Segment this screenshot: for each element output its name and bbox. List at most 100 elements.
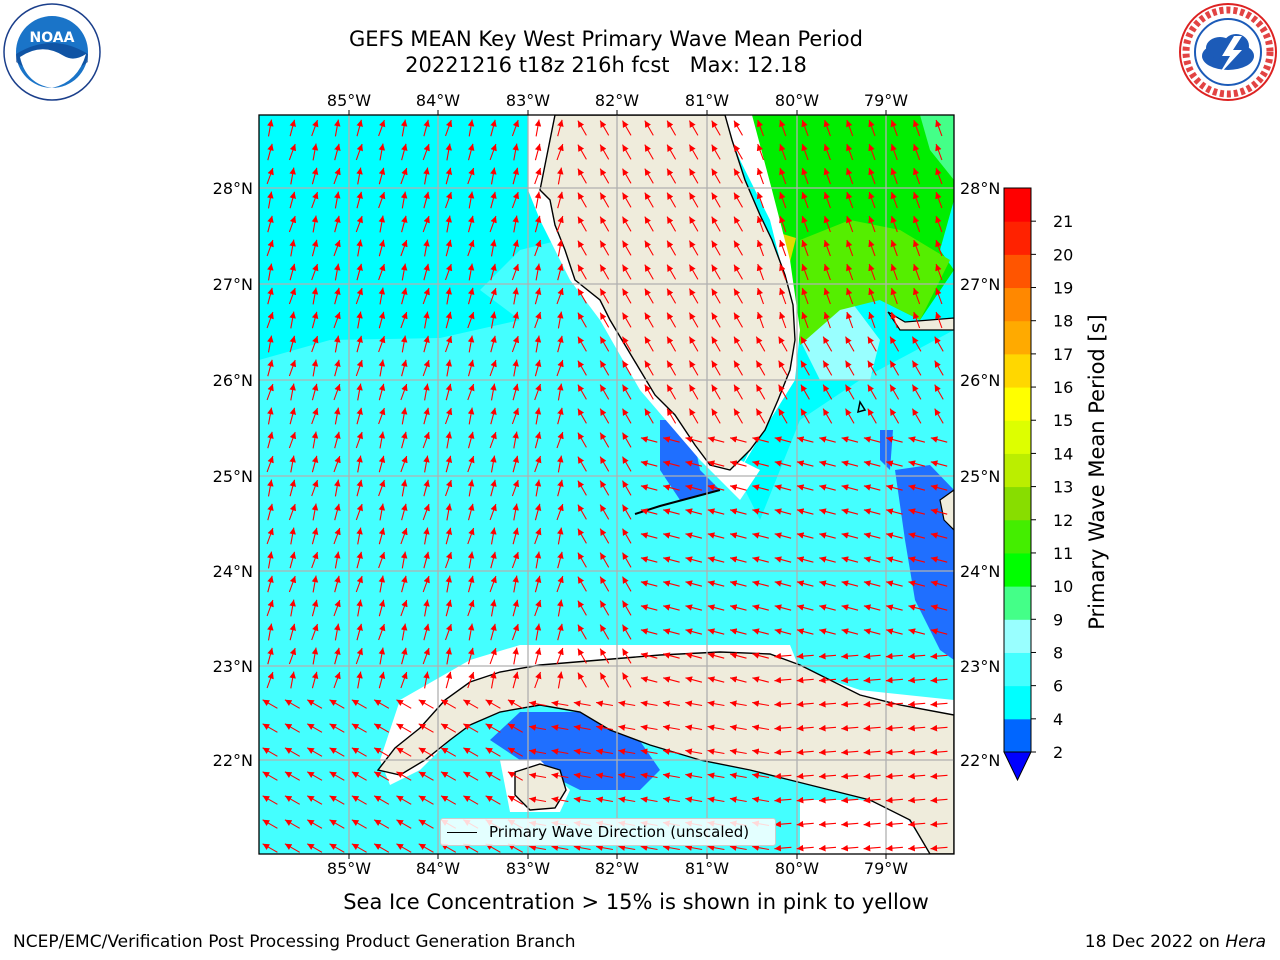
wave-arrow	[886, 604, 903, 611]
lat-label-right: 25°N	[960, 467, 1000, 486]
wave-arrow	[445, 599, 453, 617]
grand-bahama	[887, 311, 954, 331]
colorbar	[1003, 187, 1032, 782]
wave-arrow	[289, 239, 296, 257]
wave-arrow	[557, 119, 564, 137]
wave-arrow	[822, 384, 833, 400]
wave-arrow	[400, 455, 408, 473]
wave-arrow	[935, 263, 943, 281]
wave-arrow	[622, 456, 632, 472]
colorbar-segment	[1004, 420, 1031, 454]
wave-arrow	[334, 215, 341, 233]
wave-arrow	[756, 311, 765, 329]
wave-arrow	[599, 288, 610, 304]
wave-arrow	[845, 408, 855, 424]
wave-arrow	[846, 119, 854, 137]
wave-arrow	[666, 312, 677, 328]
wave-arrow	[577, 384, 587, 400]
wave-arrow	[644, 216, 654, 232]
wave-arrow	[445, 647, 452, 665]
wave-arrow	[868, 215, 876, 233]
wave-arrow	[823, 239, 831, 257]
wave-arrow	[267, 431, 274, 449]
wave-arrow	[512, 287, 519, 305]
wave-arrow	[908, 508, 926, 515]
wave-arrow	[890, 239, 898, 257]
wave-arrow	[511, 407, 520, 425]
lat-label-right: 23°N	[960, 657, 1000, 676]
wave-arrow	[267, 575, 274, 593]
wave-arrow	[284, 699, 300, 709]
wave-arrow	[511, 263, 520, 281]
wave-arrow	[908, 628, 926, 635]
wave-arrow	[557, 551, 564, 569]
wave-arrow	[666, 384, 677, 400]
wave-arrow	[756, 215, 765, 233]
wave-arrow	[774, 772, 792, 780]
wave-arrow	[662, 772, 680, 779]
wave-arrow	[622, 384, 632, 400]
wave-arrow	[841, 820, 859, 828]
wave-arrow	[908, 700, 926, 708]
wave-arrow	[378, 575, 386, 593]
wave-arrow	[355, 575, 363, 593]
wave-arrow	[289, 263, 296, 281]
lat-label-left: 28°N	[213, 179, 253, 198]
wave-arrow	[801, 215, 809, 233]
wave-arrow	[662, 748, 680, 755]
wave-arrow	[868, 263, 876, 281]
wave-arrow	[596, 772, 613, 779]
wave-arrow	[599, 624, 610, 640]
wave-arrow	[266, 311, 274, 329]
wave-arrow	[779, 167, 787, 185]
wave-arrow	[688, 120, 699, 136]
wave-arrow	[711, 120, 721, 136]
wave-arrow	[666, 408, 677, 424]
wave-arrow	[485, 747, 501, 757]
wave-arrow	[445, 287, 452, 305]
lon-label-bottom: 84°W	[416, 859, 460, 878]
lon-label-top: 85°W	[327, 91, 371, 110]
wave-arrow	[311, 359, 319, 377]
wave-arrow	[401, 431, 408, 449]
wave-arrow	[289, 407, 296, 425]
wave-arrow	[729, 580, 747, 587]
wave-arrow	[908, 436, 926, 443]
wave-arrow	[622, 360, 632, 376]
lat-label-left: 25°N	[213, 467, 253, 486]
wave-arrow	[577, 192, 587, 208]
wave-arrow	[556, 287, 564, 305]
wave-arrow	[868, 287, 876, 305]
wave-arrow	[423, 263, 430, 281]
wave-arrow	[688, 216, 699, 232]
wave-arrow	[577, 216, 587, 232]
wave-arrow	[774, 484, 792, 491]
wave-arrow	[467, 359, 475, 377]
wave-arrow	[796, 772, 814, 780]
wave-arrow	[577, 264, 587, 280]
wave-arrow	[640, 460, 658, 467]
wave-arrow	[867, 408, 877, 424]
wave-arrow	[289, 191, 296, 209]
wave-arrow	[890, 119, 898, 137]
wave-arrow	[356, 479, 363, 497]
wave-arrow	[422, 575, 430, 593]
wave-arrow	[445, 431, 452, 449]
wave-arrow	[688, 360, 699, 376]
wave-arrow	[640, 604, 658, 611]
wave-arrow	[863, 556, 881, 563]
wave-arrow	[378, 311, 386, 329]
wave-arrow	[729, 484, 747, 491]
wave-arrow	[666, 264, 677, 280]
wave-arrow	[573, 724, 591, 731]
wave-arrow	[622, 600, 632, 616]
wave-arrow	[618, 748, 636, 755]
wave-arrow	[755, 360, 766, 376]
wave-arrow	[752, 844, 770, 851]
wave-arrow	[729, 796, 747, 803]
wave-arrow	[934, 384, 944, 400]
wave-arrow	[890, 311, 898, 329]
colorbar-segment	[1004, 652, 1031, 687]
wave-arrow	[779, 239, 787, 257]
wave-arrow	[845, 336, 855, 352]
